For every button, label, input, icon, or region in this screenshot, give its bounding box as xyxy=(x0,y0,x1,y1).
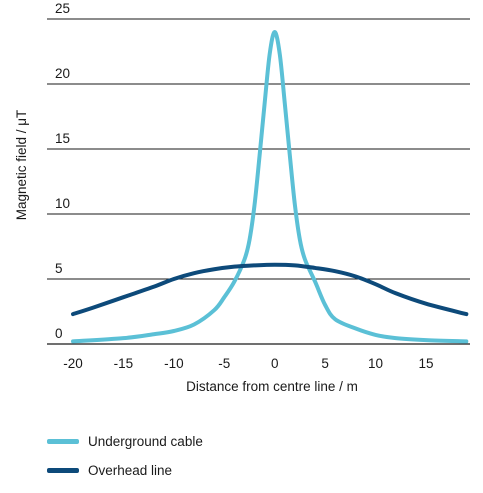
series-line-underground-cable xyxy=(71,30,469,344)
y-axis-label: Magnetic field / μT xyxy=(14,110,29,221)
y-tick-label-15: 15 xyxy=(55,131,70,146)
chart: 0 5 10 15 20 25 -20 -15 -10 -5 0 5 10 15 Magnetic fi… xyxy=(14,1,470,394)
x-axis-ticks: -20 -15 -10 -5 0 5 10 15 xyxy=(63,356,433,371)
series-line-overhead-line xyxy=(71,262,469,317)
y-tick-label-10: 10 xyxy=(55,196,70,211)
y-tick-label-5: 5 xyxy=(55,261,63,276)
y-tick-label-20: 20 xyxy=(55,66,70,81)
x-tick-label-10: 10 xyxy=(368,356,383,371)
x-tick-label--5: -5 xyxy=(218,356,230,371)
legend-swatch-overhead-line xyxy=(47,467,79,473)
x-tick-label--10: -10 xyxy=(164,356,184,371)
y-axis-ticks: 0 5 10 15 20 25 xyxy=(55,1,70,341)
x-tick-label-5: 5 xyxy=(321,356,329,371)
series-layer xyxy=(71,30,469,344)
y-tick-label-0: 0 xyxy=(55,326,63,341)
x-tick-label-15: 15 xyxy=(418,356,433,371)
legend-item-overhead-line: Overhead line xyxy=(47,460,203,480)
legend-item-underground-cable: Underground cable xyxy=(47,431,203,451)
y-tick-label-25: 25 xyxy=(55,1,70,16)
legend-swatch-underground-cable xyxy=(47,438,79,444)
x-tick-label--15: -15 xyxy=(114,356,134,371)
legend-label-overhead-line: Overhead line xyxy=(88,462,173,478)
gridlines xyxy=(47,18,470,345)
x-tick-label-0: 0 xyxy=(271,356,279,371)
legend-label-underground-cable: Underground cable xyxy=(88,433,203,449)
x-axis-label: Distance from centre line / m xyxy=(186,379,358,394)
legend: Underground cable Overhead line xyxy=(47,431,203,480)
x-tick-label--20: -20 xyxy=(63,356,83,371)
